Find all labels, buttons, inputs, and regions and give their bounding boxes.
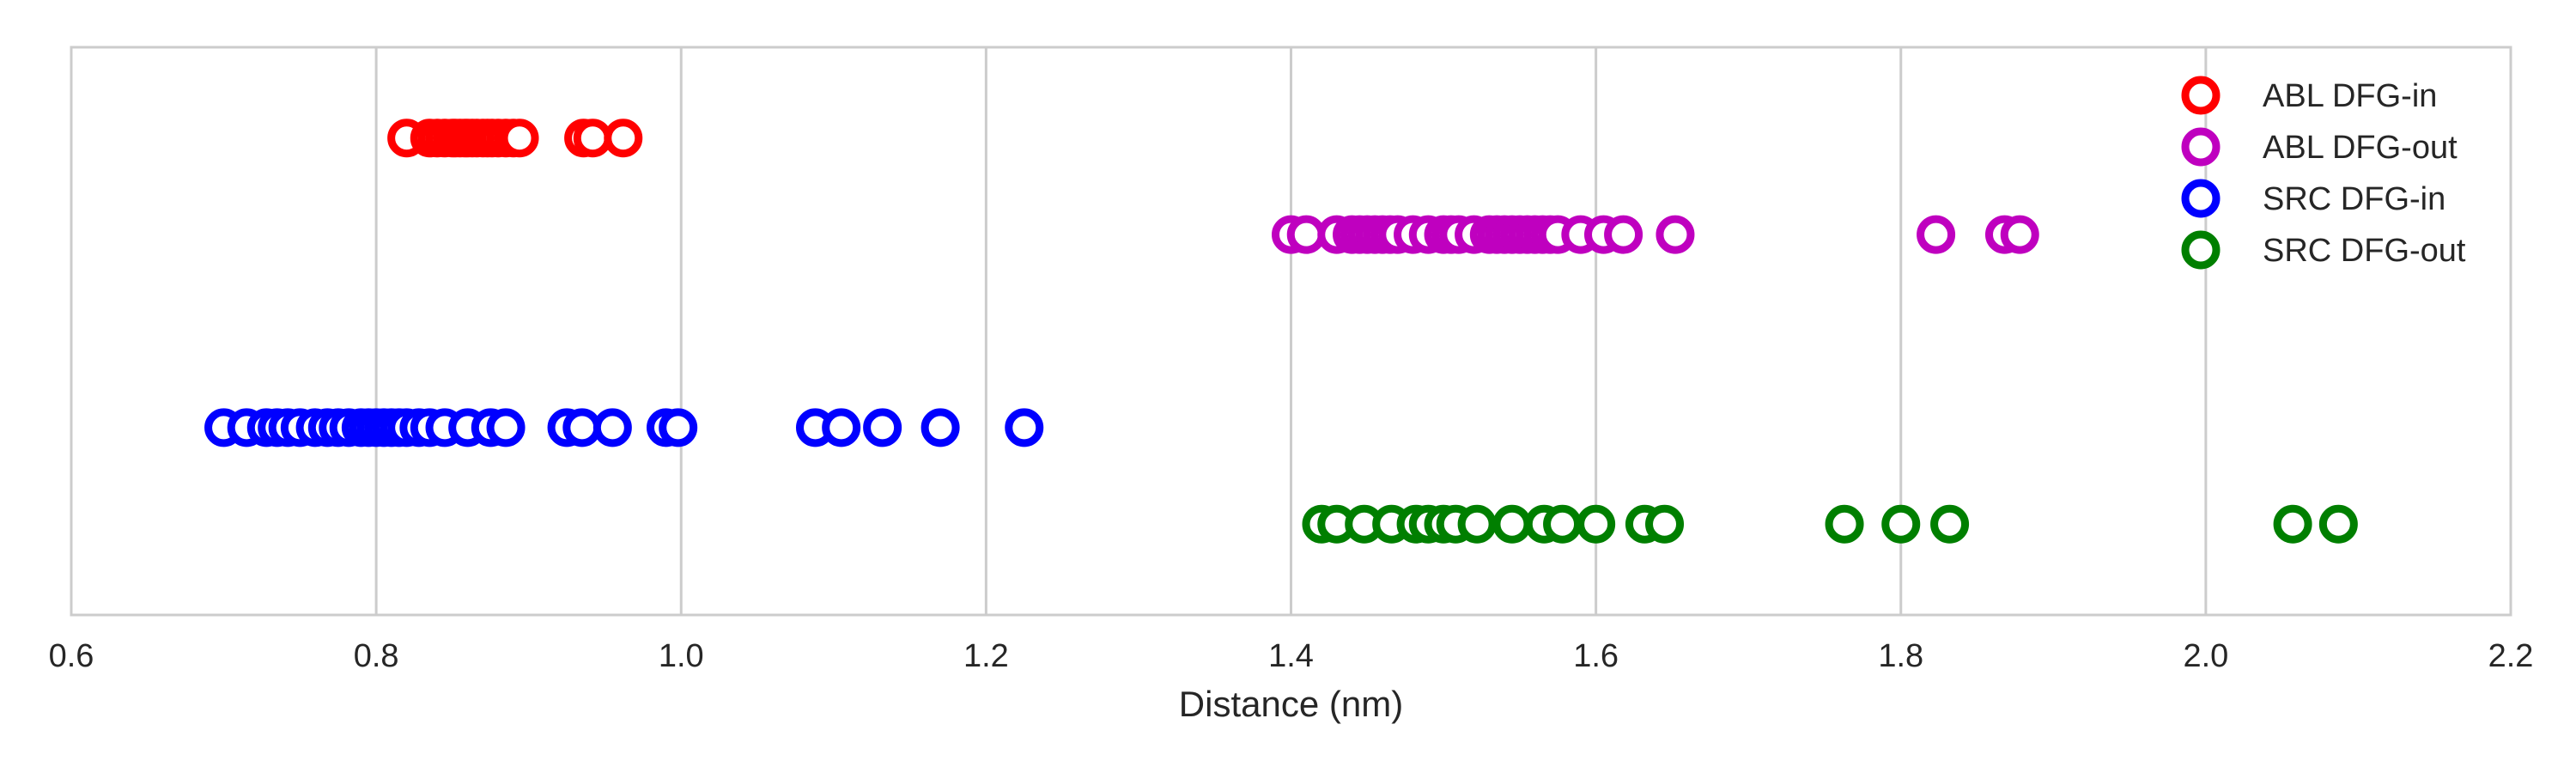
data-point [562, 408, 602, 447]
series-2 [204, 408, 1044, 447]
plot-frame [70, 46, 2512, 617]
x-tick-label: 0.8 [354, 638, 399, 674]
x-tick-label: 1.0 [659, 638, 704, 674]
legend-marker [2181, 76, 2221, 115]
data-point [2000, 215, 2039, 254]
legend-label: SRC DFG-in [2263, 181, 2445, 217]
x-axis-label: Distance (nm) [1179, 684, 1403, 724]
data-point [2318, 504, 2358, 544]
legend-entry: ABL DFG-in [2181, 76, 2437, 115]
data-point [1286, 215, 1326, 254]
data-point [2273, 504, 2312, 544]
data-point [1656, 215, 1695, 254]
series-3 [1302, 504, 2358, 544]
x-tick-label: 2.0 [2183, 638, 2228, 674]
data-point [1492, 504, 1532, 544]
data-point [863, 408, 902, 447]
data-point [1543, 504, 1583, 544]
series-0 [387, 119, 643, 158]
x-tick-label: 1.2 [963, 638, 1009, 674]
data-point [1825, 504, 1864, 544]
data-point [500, 119, 539, 158]
data-point [486, 408, 526, 447]
x-tick-label: 1.4 [1268, 638, 1314, 674]
data-point [1645, 504, 1685, 544]
data-point [1917, 215, 1956, 254]
legend-label: ABL DFG-in [2263, 78, 2437, 114]
legend-label: SRC DFG-out [2263, 233, 2466, 269]
legend-marker [2181, 127, 2221, 167]
data-point [1577, 504, 1616, 544]
data-point [592, 408, 632, 447]
legend-marker [2181, 230, 2221, 270]
data-point [573, 119, 612, 158]
data-point [1881, 504, 1921, 544]
legend-marker [2181, 179, 2221, 218]
x-tick-label: 1.6 [1573, 638, 1619, 674]
data-point [1604, 215, 1643, 254]
data-point [1930, 504, 1970, 544]
data-points [204, 119, 2358, 544]
data-point [920, 408, 960, 447]
x-tick-label: 2.2 [2488, 638, 2534, 674]
data-point [1457, 504, 1497, 544]
legend-entry: SRC DFG-out [2181, 230, 2466, 270]
x-tick-label: 0.6 [49, 638, 94, 674]
series-1 [1272, 215, 2039, 254]
data-point [1005, 408, 1044, 447]
legend: ABL DFG-in ABL DFG-out SRC DFG-in SRC DFG-o… [2181, 76, 2466, 270]
data-point [659, 408, 698, 447]
legend-label: ABL DFG-out [2263, 130, 2458, 166]
data-point [604, 119, 643, 158]
x-axis-ticks: 0.6 0.8 1.0 1.2 1.4 1.6 1.8 2.0 2.2 [49, 638, 2534, 674]
legend-entry: SRC DFG-in [2181, 179, 2445, 218]
x-tick-label: 1.8 [1878, 638, 1923, 674]
data-point [822, 408, 861, 447]
legend-entry: ABL DFG-out [2181, 127, 2458, 167]
